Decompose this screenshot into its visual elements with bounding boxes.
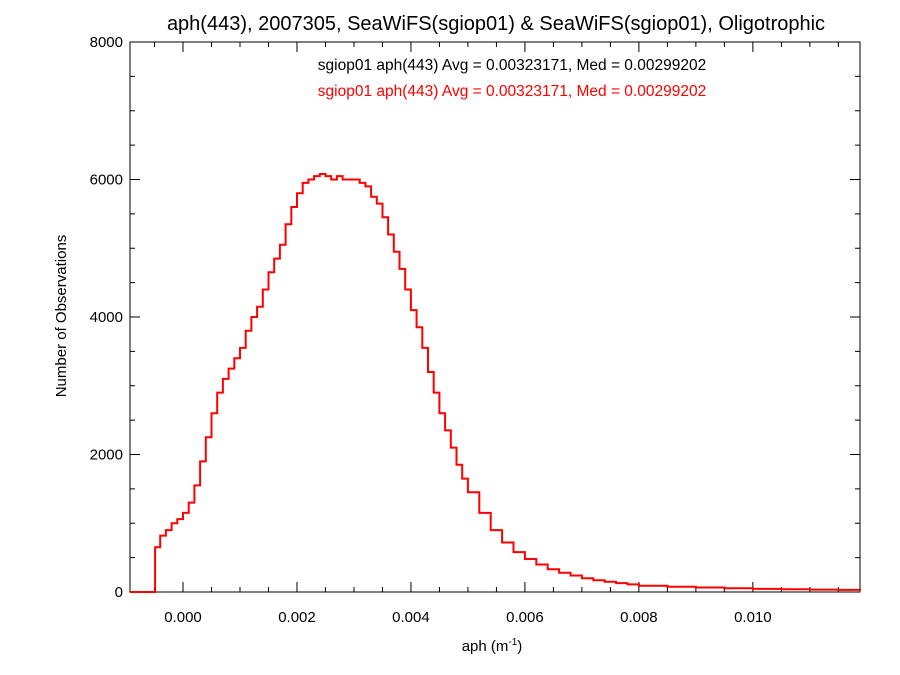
histogram-step-line-red bbox=[130, 173, 861, 593]
y-tick-label: 2000 bbox=[90, 447, 123, 464]
x-tick-label: 0.010 bbox=[734, 609, 772, 626]
y-tick-label: 6000 bbox=[90, 172, 123, 189]
tick-labels: 0.000 0.002 0.004 0.006 0.008 0.010 0 2000 4000 6… bbox=[90, 34, 772, 626]
plot-frame bbox=[129, 41, 861, 593]
x-axis-label: aph (m-1) bbox=[462, 637, 523, 655]
x-tick-label: 0.008 bbox=[620, 609, 658, 626]
chart-title: aph(443), 2007305, SeaWiFS(sgiop01) & Se… bbox=[167, 13, 825, 35]
x-tick-label: 0.004 bbox=[392, 609, 430, 626]
x-tick-label: 0.002 bbox=[278, 609, 316, 626]
y-tick-label: 8000 bbox=[90, 34, 123, 51]
plot-axes bbox=[129, 41, 861, 593]
x-tick-label: 0.006 bbox=[506, 609, 544, 626]
x-tick-label: 0.000 bbox=[164, 609, 202, 626]
y-tick-label: 0 bbox=[115, 584, 123, 601]
legend-entry-red: sgiop01 aph(443) Avg = 0.00323171, Med =… bbox=[318, 83, 706, 100]
y-tick-label: 4000 bbox=[90, 309, 123, 326]
legend-entry-black: sgiop01 aph(443) Avg = 0.00323171, Med =… bbox=[318, 57, 706, 74]
axis-ticks bbox=[130, 41, 860, 593]
y-axis-label: Number of Observations bbox=[53, 235, 70, 398]
